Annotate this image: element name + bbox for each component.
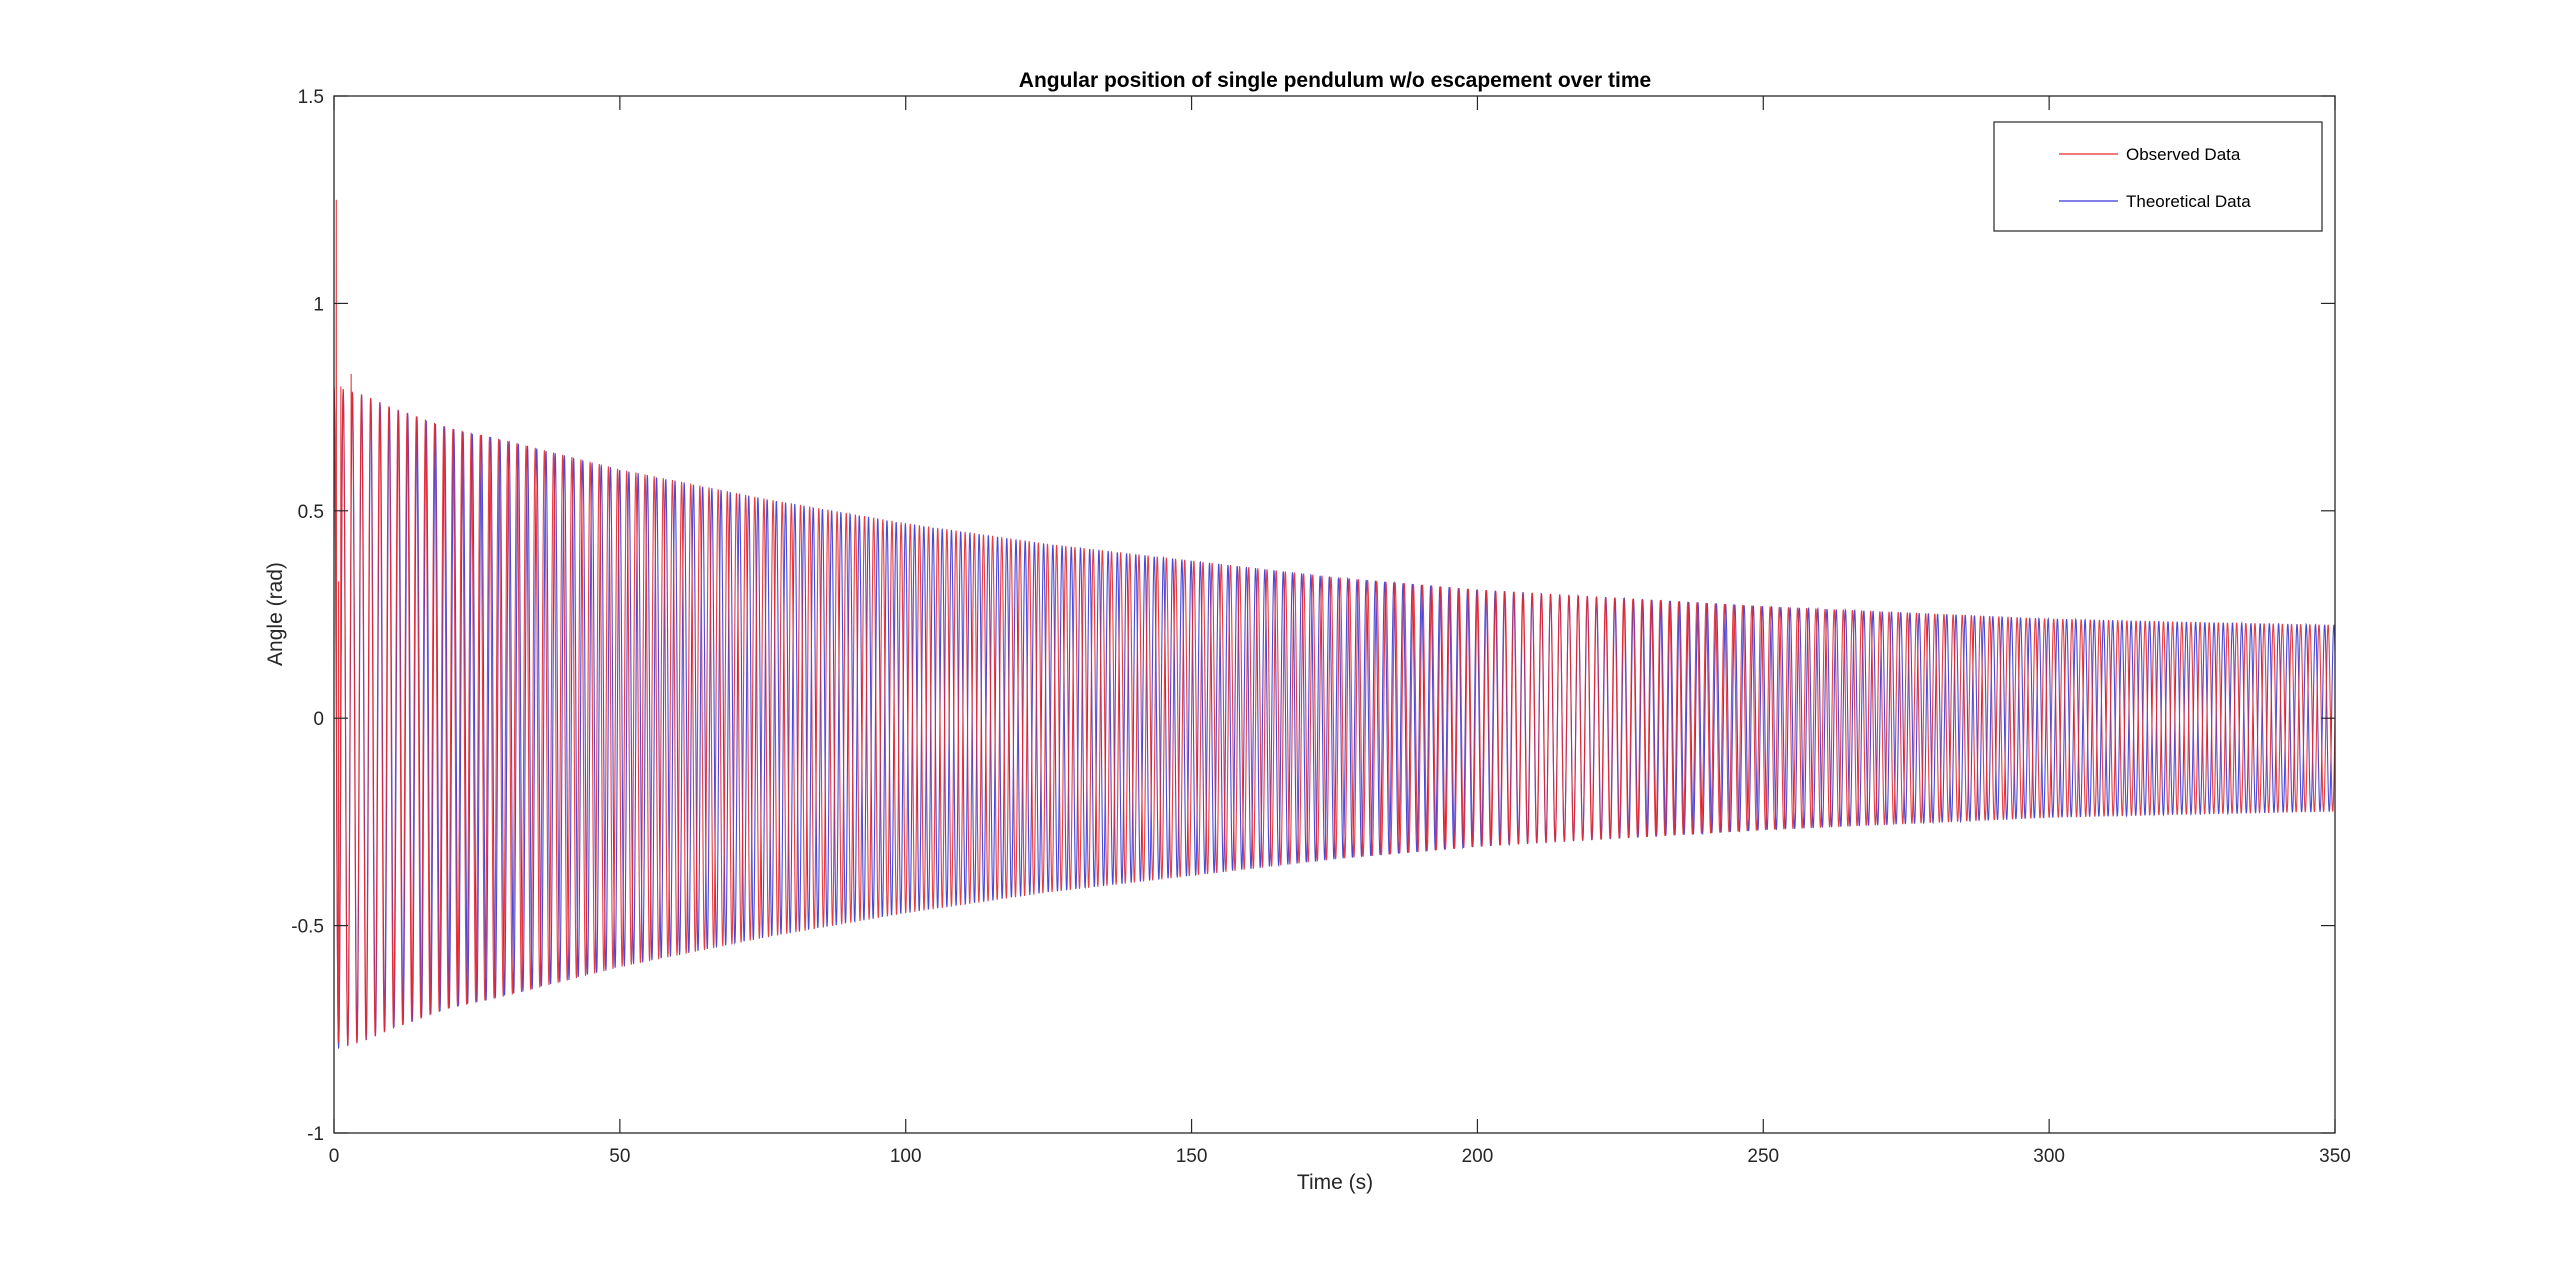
plot-series (333, 199, 2336, 1049)
y-tick-label: 0.5 (298, 502, 324, 523)
y-tick-label: 1 (313, 294, 324, 315)
x-tick-label: 0 (329, 1146, 340, 1167)
y-tick-label: -0.5 (291, 917, 324, 938)
legend-entry-observed: Observed Data (2126, 145, 2241, 164)
y-tick-label: 1.5 (298, 87, 324, 108)
x-tick-label: 150 (1176, 1146, 1208, 1167)
observed-data-line (333, 199, 2336, 1047)
y-axis-label: Angle (rad) (264, 562, 287, 666)
x-tick-label: 300 (2033, 1146, 2065, 1167)
x-tick-label: 250 (1747, 1146, 1779, 1167)
y-axis-ticks: -1 -0.5 0 0.5 1 1.5 (291, 87, 2335, 1145)
x-tick-label: 100 (890, 1146, 922, 1167)
x-tick-label: 350 (2319, 1146, 2351, 1167)
y-tick-label: -1 (307, 1124, 324, 1145)
x-axis-label: Time (s) (1297, 1171, 1373, 1194)
legend-box (1993, 121, 2323, 232)
chart-title: Angular position of single pendulum w/o … (1019, 69, 1651, 92)
theoretical-data-line (333, 386, 2336, 1049)
legend-entry-theoretical: Theoretical Data (2126, 192, 2251, 211)
axes-box (333, 95, 2336, 1134)
x-axis-ticks: 0 50 100 150 200 250 300 350 (329, 96, 2351, 1167)
y-tick-label: 0 (313, 709, 324, 730)
legend: Observed Data Theoretical Data (1993, 121, 2323, 232)
x-tick-label: 50 (609, 1146, 630, 1167)
x-tick-label: 200 (1462, 1146, 1494, 1167)
